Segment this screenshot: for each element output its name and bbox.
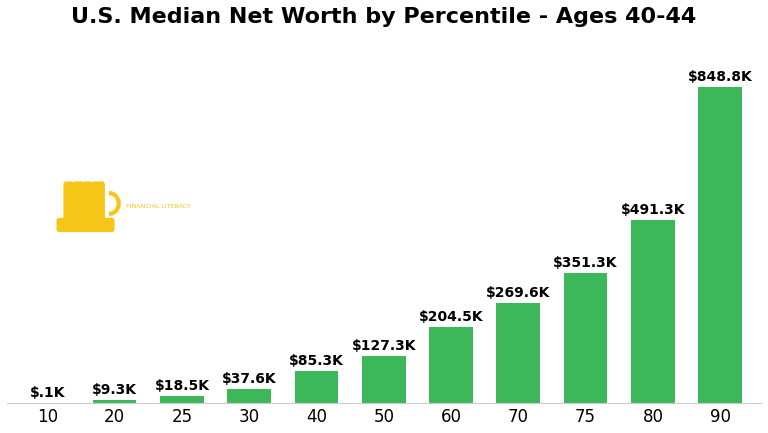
Text: $351.3K: $351.3K — [554, 255, 618, 270]
Text: $.1K: $.1K — [29, 386, 65, 400]
FancyBboxPatch shape — [64, 181, 105, 223]
Text: FINANCIAL LITERACY: FINANCIAL LITERACY — [126, 204, 190, 209]
Text: $37.6K: $37.6K — [222, 372, 276, 386]
Bar — [429, 327, 473, 403]
Bar — [227, 389, 271, 403]
Title: U.S. Median Net Worth by Percentile - Ages 40-44: U.S. Median Net Worth by Percentile - Ag… — [71, 7, 697, 27]
Text: $18.5K: $18.5K — [154, 379, 210, 393]
Text: LEARN: LEARN — [126, 168, 172, 181]
Text: $204.5K: $204.5K — [419, 310, 483, 324]
Bar — [93, 400, 137, 403]
Text: $9.3K: $9.3K — [92, 383, 137, 397]
Bar — [564, 272, 607, 403]
Text: $491.3K: $491.3K — [621, 204, 685, 217]
Bar — [698, 87, 742, 403]
Bar — [295, 372, 339, 403]
Bar — [160, 396, 204, 403]
Text: $848.8K: $848.8K — [688, 71, 753, 84]
Bar — [362, 356, 406, 403]
Bar — [631, 220, 675, 403]
Text: $127.3K: $127.3K — [352, 339, 416, 353]
FancyBboxPatch shape — [57, 218, 114, 232]
Text: FINALLY: FINALLY — [126, 142, 182, 155]
Bar — [496, 303, 540, 403]
Text: $85.3K: $85.3K — [289, 355, 344, 368]
Text: $269.6K: $269.6K — [486, 286, 551, 300]
